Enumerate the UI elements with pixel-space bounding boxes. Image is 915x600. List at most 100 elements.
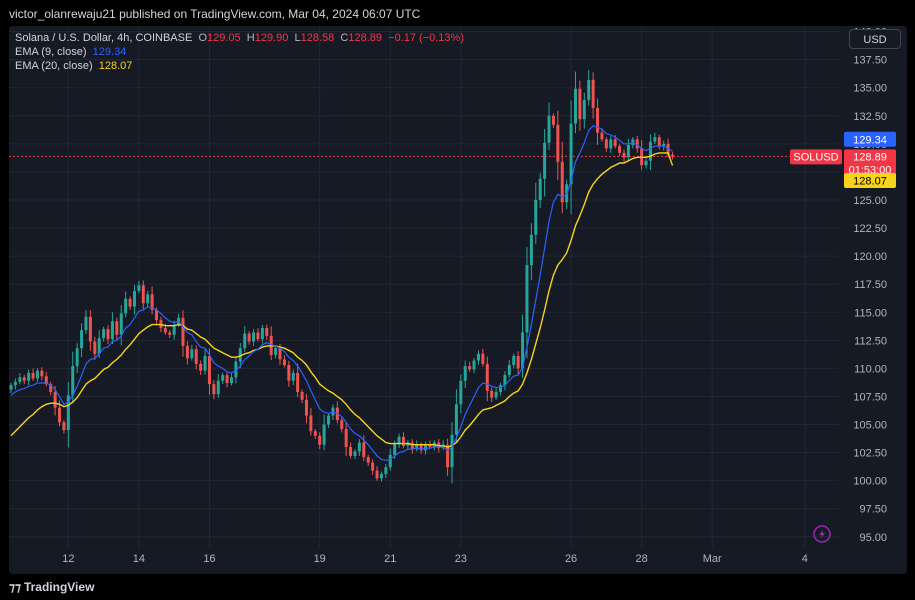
candle <box>534 182 538 245</box>
lightning-icon[interactable] <box>813 525 831 543</box>
candle-body <box>366 457 370 463</box>
candle <box>640 140 644 170</box>
footer: ⁊⁊ TradingView <box>0 574 915 600</box>
candle <box>344 422 348 456</box>
candle <box>340 417 344 433</box>
x-tick-label: 26 <box>565 553 577 565</box>
candle-body <box>671 154 674 157</box>
candle <box>375 466 379 481</box>
candle-body <box>459 380 463 405</box>
candle <box>468 361 472 372</box>
candle <box>591 72 595 119</box>
candle <box>450 422 454 484</box>
candle <box>604 136 608 152</box>
candle <box>406 440 410 450</box>
ema9-price-tag: 129.34 <box>844 131 896 147</box>
candle-body <box>591 79 595 108</box>
candle-body <box>344 429 348 447</box>
candle <box>582 92 586 129</box>
candle <box>185 341 189 365</box>
candle <box>569 100 573 215</box>
candle <box>168 330 172 339</box>
price-axis[interactable]: 95.00 97.50 100.00 102.50 105.00 107.50 110.00… <box>853 27 887 544</box>
candle-body <box>463 366 467 381</box>
y-tick-label: 100.00 <box>853 476 887 488</box>
candle <box>221 372 225 385</box>
candle-body <box>150 294 154 311</box>
candle-body <box>137 285 141 291</box>
candle <box>49 381 53 396</box>
x-tick-label: 14 <box>133 553 145 565</box>
candle-body <box>666 143 670 155</box>
candle-body <box>529 234 533 266</box>
candle <box>671 152 674 160</box>
time-axis[interactable]: 12 14 16 19 21 23 26 28 Mar 4 <box>62 553 808 565</box>
candle-body <box>494 391 498 398</box>
candle-body <box>485 363 489 391</box>
price-chart[interactable]: 95.00 97.50 100.00 102.50 105.00 107.50 110.00… <box>9 26 907 574</box>
candle <box>274 345 278 359</box>
symbol-title[interactable]: Solana / U.S. Dollar, 4h, COINBASE <box>15 32 193 44</box>
candle-body <box>569 123 573 185</box>
candle <box>490 387 494 402</box>
currency-button[interactable]: USD <box>849 29 901 49</box>
candle <box>22 375 26 385</box>
candle <box>150 286 154 315</box>
symbol-tag-box <box>790 149 842 165</box>
candle-body <box>115 321 119 335</box>
candle <box>62 419 66 434</box>
candle <box>551 113 555 129</box>
candle-body <box>309 415 313 432</box>
candle-body <box>609 139 613 149</box>
candle-body <box>560 161 564 203</box>
candle-body <box>596 107 600 133</box>
candle-body <box>225 375 229 383</box>
candle <box>459 374 463 414</box>
candle-body <box>243 333 247 349</box>
tradingview-logo[interactable]: ⁊⁊ TradingView <box>9 580 94 594</box>
candle-body <box>132 290 136 307</box>
candle-body <box>199 363 203 371</box>
candle <box>454 389 458 443</box>
candle <box>282 355 286 368</box>
x-tick-label: 16 <box>203 553 215 565</box>
candle <box>397 433 401 448</box>
y-tick-label: 105.00 <box>853 420 887 432</box>
candle <box>53 385 57 416</box>
candle <box>379 471 383 482</box>
candle-body <box>106 329 110 340</box>
candle-body <box>327 415 331 425</box>
candle <box>366 454 370 467</box>
candle-body <box>313 431 317 436</box>
ema20-legend[interactable]: EMA (20, close) 128.07 <box>15 60 132 72</box>
candle-body <box>102 329 106 339</box>
candle <box>494 387 498 400</box>
candle <box>578 80 582 131</box>
candle-body <box>340 420 344 430</box>
candle <box>75 343 79 374</box>
candle-body <box>172 324 176 335</box>
candle-body <box>401 436 405 446</box>
candle <box>207 348 211 395</box>
candle <box>291 369 295 386</box>
candle-body <box>428 444 432 447</box>
chart-panel[interactable]: 95.00 97.50 100.00 102.50 105.00 107.50 110.00… <box>9 26 907 574</box>
candle-body <box>626 144 630 158</box>
candle-body <box>635 139 639 149</box>
candle-body <box>357 442 361 452</box>
candle <box>410 439 414 454</box>
candle-body <box>119 313 123 335</box>
tradingview-logo-icon: ⁊⁊ <box>9 580 21 594</box>
candle <box>225 371 229 388</box>
candle <box>18 373 22 385</box>
candle <box>296 363 300 398</box>
candle <box>132 284 136 315</box>
candle <box>313 428 317 440</box>
candle <box>35 368 39 382</box>
ema9-legend[interactable]: EMA (9, close) 129.34 <box>15 46 126 58</box>
open-value: 129.05 <box>207 32 241 44</box>
open-label: O <box>198 32 207 44</box>
candle-body <box>304 399 308 416</box>
candle-body <box>397 436 401 444</box>
